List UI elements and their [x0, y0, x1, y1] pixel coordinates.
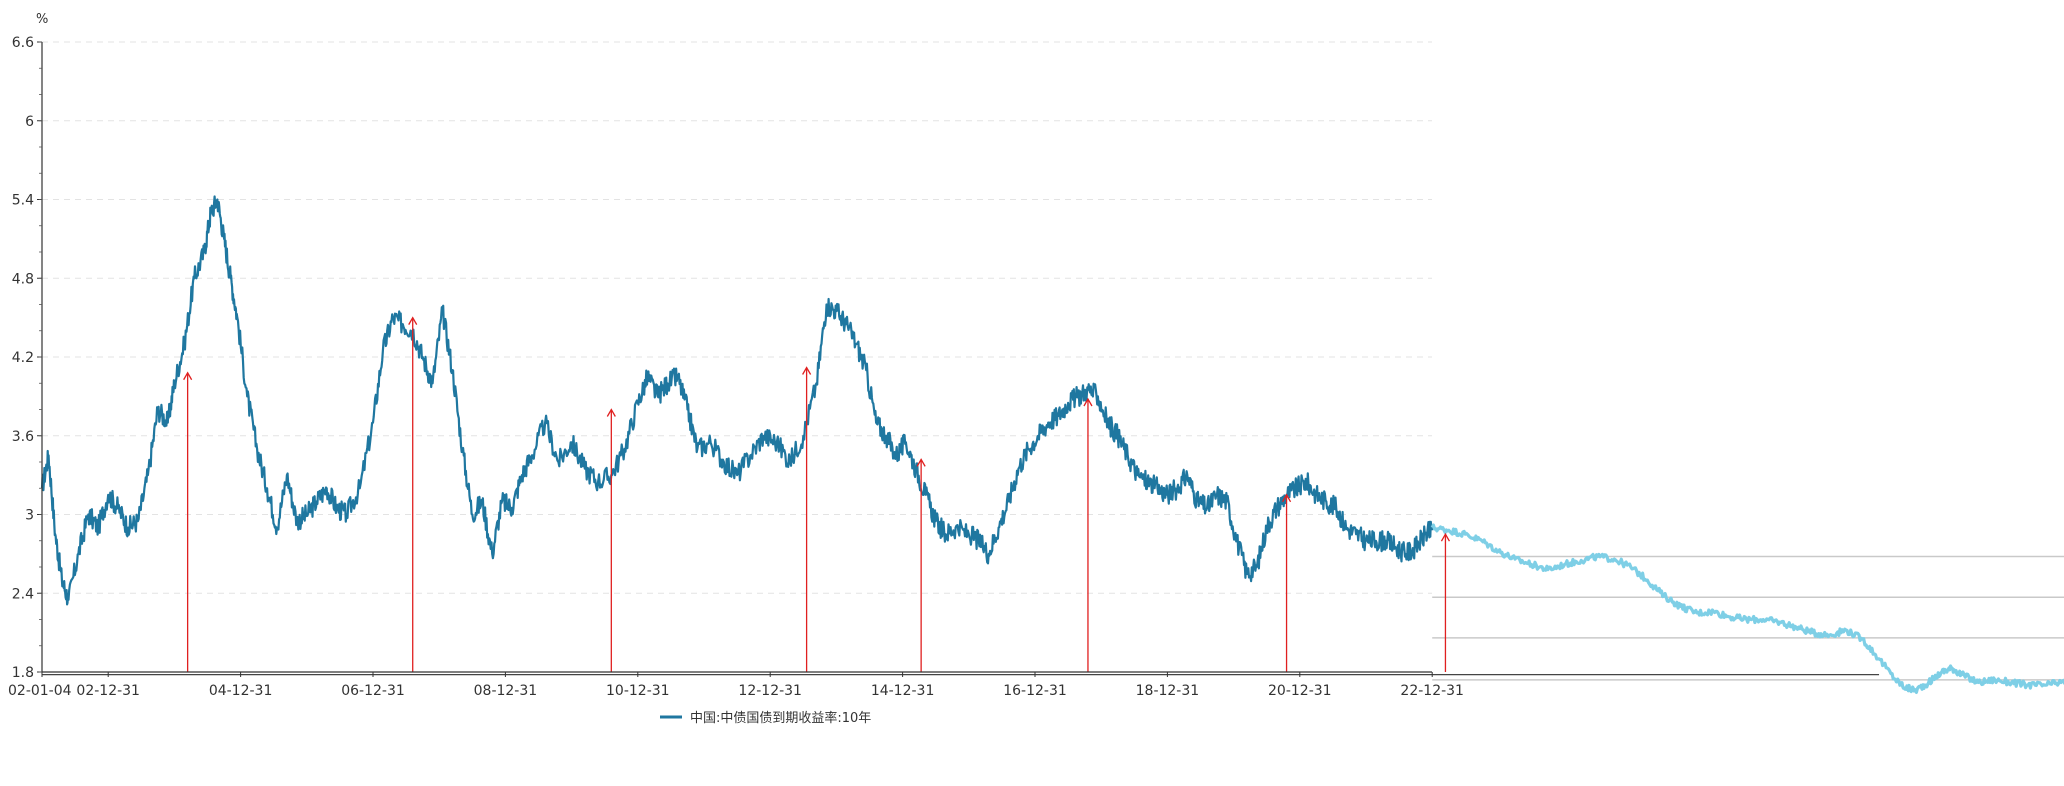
y-unit-label: %: [36, 12, 48, 27]
series-line-china-10y: [40, 195, 1434, 606]
red-arrow: [1281, 493, 1292, 672]
x-tick-label: 18-12-31: [1136, 683, 1200, 699]
x-tick-label: 10-12-31: [606, 683, 670, 699]
x-tick-label: 06-12-31: [341, 683, 405, 699]
red-arrow: [802, 366, 812, 672]
red-arrow: [183, 371, 193, 672]
y-tick-labels: 1.8 2.4 3 3.6 4.2 4.8 5.4 6 6.6: [12, 35, 42, 681]
x-tick-label: 12-12-31: [738, 683, 802, 699]
red-arrow: [606, 408, 616, 672]
legend: 中国:中债国债到期收益率:10年: [660, 710, 871, 726]
series-lines: [40, 195, 2064, 694]
x-tick-label: 16-12-31: [1003, 683, 1067, 699]
y-tick-label: 3.6: [12, 429, 34, 445]
x-tick-label: 02-01-04: [8, 683, 72, 699]
y-tick-label: 2.4: [12, 586, 34, 602]
red-arrow: [408, 316, 418, 672]
x-tick-label: 14-12-31: [871, 683, 935, 699]
legend-label: 中国:中债国债到期收益率:10年: [690, 710, 871, 726]
x-tick-label: 22-12-31: [1400, 683, 1464, 699]
y-tick-label: 5.4: [12, 193, 34, 209]
y-tick-label: 1.8: [12, 665, 34, 681]
y-tick-label: 3: [25, 508, 34, 524]
series-line-projection: [1430, 523, 2064, 694]
red-arrow: [916, 458, 926, 672]
y-tick-label: 6: [25, 114, 34, 130]
red-arrow: [1440, 532, 1451, 672]
y-tick-label: 6.6: [12, 35, 34, 51]
x-tick-label: 02-12-31: [76, 683, 140, 699]
grid-lines: [42, 41, 1432, 594]
x-tick-label: 08-12-31: [474, 683, 538, 699]
red-arrow: [1083, 397, 1093, 672]
y-tick-label: 4.8: [12, 271, 34, 287]
axes: %: [36, 12, 1432, 673]
x-tick-labels: 02-01-04 02-12-31 04-12-31 06-12-31 08-12-31…: [8, 672, 1464, 699]
reference-lines: [42, 555, 2064, 681]
x-tick-label: 04-12-31: [209, 683, 273, 699]
x-tick-label: 20-12-31: [1268, 683, 1332, 699]
red-arrows: [183, 316, 1451, 672]
y-tick-label: 4.2: [12, 350, 34, 366]
